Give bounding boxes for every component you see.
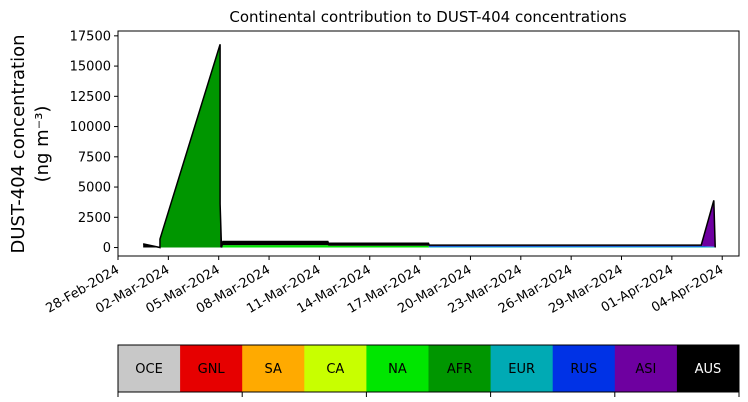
y-tick-label: 2500 — [78, 211, 111, 226]
legend-label-rus: RUS — [570, 362, 597, 377]
legend-swatch-oce — [118, 345, 181, 392]
legend-swatch-asi — [614, 345, 678, 392]
area-series-eur — [143, 44, 716, 248]
legend-swatch-rus — [552, 345, 616, 392]
legend-label-aus: AUS — [695, 362, 722, 377]
legend-swatch-afr — [428, 345, 492, 392]
legend-swatch-gnl — [180, 345, 243, 392]
y-axis: 0 2500 5000 7500 10000 12500 15000 17500 — [70, 29, 118, 256]
y-axis-label-line2: (ng m⁻³) — [32, 106, 53, 183]
y-tick-label: 10000 — [70, 120, 111, 135]
legend-swatch-eur — [490, 345, 554, 392]
total-outline — [143, 44, 716, 249]
legend-label-oce: OCE — [135, 362, 163, 377]
y-tick-label: 0 — [103, 241, 111, 256]
legend-swatch-na — [366, 345, 429, 392]
y-tick-label: 15000 — [70, 60, 111, 75]
y-axis-label: DUST-404 concentration (ng m⁻³) — [8, 34, 53, 253]
legend-label-sa: SA — [265, 362, 282, 377]
legend-label-asi: ASI — [635, 362, 656, 377]
y-axis-label-line1: DUST-404 concentration — [8, 34, 29, 253]
area-series-asi — [143, 44, 716, 248]
area-series-aus — [143, 44, 716, 248]
plot-area — [143, 44, 716, 249]
region-colorbar-legend: OCE GNL SA CA NA AFR EUR RUS ASI AUS — [117, 344, 740, 397]
legend-label-afr: AFR — [447, 362, 472, 377]
area-series-afr — [143, 44, 716, 248]
legend-swatch-ca — [304, 345, 367, 392]
legend-swatch-aus — [676, 345, 740, 392]
legend-swatch-sa — [242, 345, 305, 392]
x-axis: 28-Feb-202402-Mar-202405-Mar-202408-Mar-… — [43, 256, 726, 317]
y-tick-label: 12500 — [70, 90, 111, 105]
legend-label-ca: CA — [326, 362, 344, 377]
legend-label-gnl: GNL — [198, 362, 226, 377]
area-series-na — [143, 245, 716, 248]
y-tick-label: 17500 — [70, 29, 111, 44]
y-tick-label: 7500 — [78, 150, 111, 165]
plot-frame — [117, 30, 740, 257]
area-series-rus — [143, 44, 716, 248]
legend-label-na: NA — [388, 362, 407, 377]
y-tick-label: 5000 — [78, 181, 111, 196]
chart-title: Continental contribution to DUST-404 con… — [229, 8, 626, 26]
legend-frame — [117, 344, 740, 393]
legend-label-eur: EUR — [508, 362, 535, 377]
